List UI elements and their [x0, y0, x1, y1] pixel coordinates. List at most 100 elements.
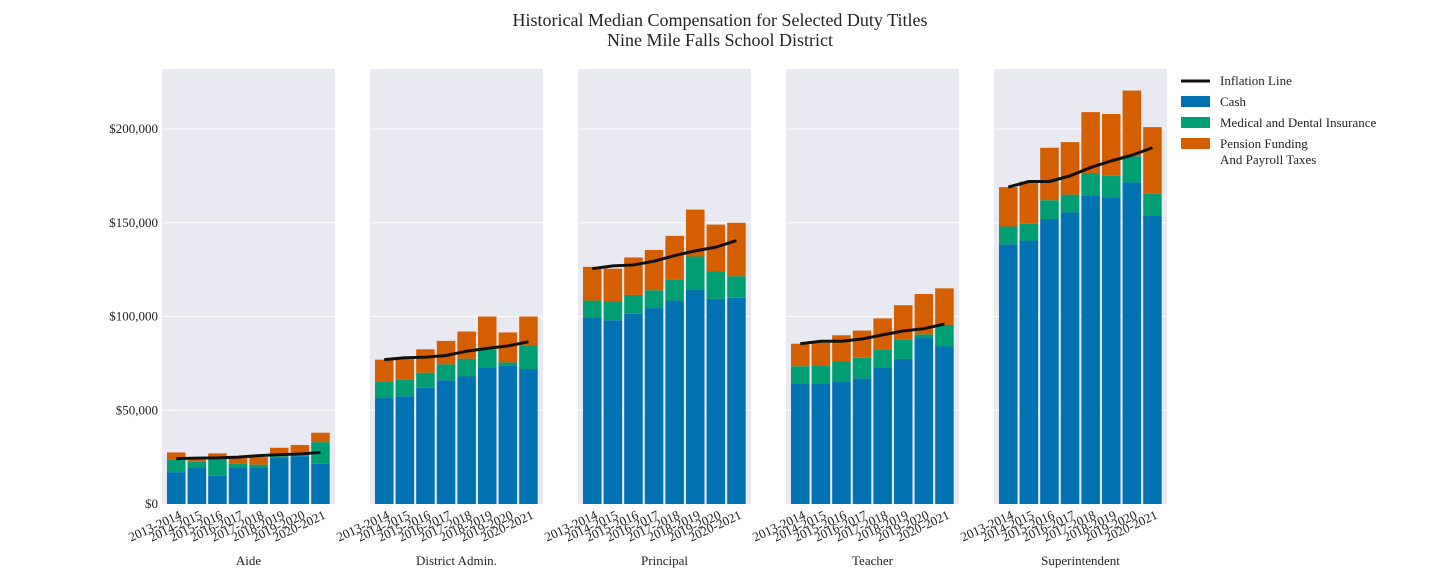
bar-medical: [1060, 194, 1080, 213]
y-tick-label: $150,000: [109, 215, 158, 230]
bar-cash: [249, 467, 268, 504]
bar-pension: [603, 268, 623, 302]
bar-medical: [1122, 156, 1142, 183]
bar-cash: [894, 358, 913, 504]
bar-cash: [914, 338, 934, 504]
bar-medical: [811, 365, 831, 384]
bar-pension: [583, 266, 602, 301]
bar-cash: [416, 387, 435, 504]
bar-cash: [1102, 197, 1121, 504]
bar-medical: [436, 364, 456, 381]
bar-cash: [706, 298, 726, 504]
bar-cash: [686, 289, 705, 504]
bar-cash: [187, 467, 207, 504]
bar-cash: [1143, 215, 1162, 504]
bar-pension: [1060, 142, 1080, 195]
legend-item-cash: Cash: [1181, 94, 1247, 109]
bar-medical: [1019, 223, 1039, 241]
bar-cash: [999, 244, 1018, 504]
bar-pension: [167, 452, 186, 460]
bar-cash: [436, 380, 456, 504]
legend-label: Cash: [1220, 94, 1247, 109]
bar-cash: [290, 456, 310, 504]
bar-pension: [665, 235, 684, 280]
bar-pension: [1081, 112, 1100, 174]
bar-medical: [1040, 200, 1059, 219]
bar-medical: [999, 226, 1018, 245]
bar-medical: [228, 463, 248, 468]
bar-pension: [999, 187, 1018, 227]
bar-cash: [873, 367, 892, 504]
bar-pension: [686, 209, 705, 257]
bar-pension: [311, 432, 330, 443]
bar-medical: [416, 372, 435, 388]
bar-cash: [832, 381, 851, 504]
bar-pension: [624, 257, 643, 295]
bar-medical: [187, 461, 207, 468]
bar-cash: [167, 472, 186, 504]
bar-pension: [1102, 114, 1121, 176]
bar-medical: [1143, 193, 1162, 216]
bar-cash: [1060, 212, 1080, 504]
legend-item-inflation: Inflation Line: [1181, 73, 1292, 88]
bar-medical: [852, 357, 872, 379]
y-tick-label: $200,000: [109, 121, 158, 136]
inflation-line: [592, 239, 737, 271]
inflation-line: [384, 340, 529, 362]
bar-pension: [208, 453, 227, 459]
bar-pension: [395, 357, 415, 380]
bar-cash: [519, 369, 538, 504]
bar-cash: [727, 297, 746, 504]
panel-label: Aide: [236, 553, 262, 568]
bar-cash: [644, 308, 664, 504]
bar-cash: [395, 396, 415, 504]
bar-cash: [791, 384, 810, 504]
bar-medical: [791, 366, 810, 384]
legend-swatch: [1181, 96, 1210, 107]
legend-label: Inflation Line: [1220, 73, 1292, 88]
bar-medical: [727, 276, 746, 298]
bar-medical: [644, 290, 664, 309]
bar-cash: [935, 346, 954, 504]
bar-pension: [519, 316, 538, 346]
bar-medical: [873, 349, 892, 368]
legend-label: Pension Funding: [1220, 136, 1308, 151]
chart-subtitle: Nine Mile Falls School District: [607, 30, 833, 50]
bar-medical: [498, 362, 518, 366]
bar-cash: [811, 384, 831, 504]
panel: 2013-20142014-20152015-20162016-20172017…: [334, 69, 543, 568]
bar-medical: [478, 349, 497, 368]
bar-pension: [1143, 127, 1162, 194]
panel-label: Teacher: [852, 553, 894, 568]
bar-pension: [894, 305, 913, 340]
bar-medical: [665, 279, 684, 301]
bar-pension: [290, 444, 310, 455]
bar-medical: [1081, 173, 1100, 196]
bar-medical: [395, 379, 415, 397]
y-axis: $0 $50,000 $100,000 $150,000 $200,000: [109, 121, 158, 511]
bar-cash: [228, 467, 248, 504]
bar-medical: [624, 294, 643, 314]
bar-cash: [478, 367, 497, 504]
bar-medical: [583, 300, 602, 318]
bar-pension: [811, 342, 831, 366]
bar-medical: [1102, 175, 1121, 198]
bar-cash: [311, 463, 330, 504]
bar-pension: [375, 359, 394, 382]
legend-swatch: [1181, 138, 1210, 149]
y-tick-label: $0: [145, 496, 158, 511]
bar-pension: [644, 249, 664, 291]
bar-pension: [228, 458, 248, 464]
bar-medical: [457, 358, 476, 377]
bar-cash: [852, 378, 872, 504]
bar-cash: [603, 320, 623, 504]
bar-medical: [706, 271, 726, 299]
bar-medical: [167, 459, 186, 473]
panel-label: Superintendent: [1041, 553, 1120, 568]
bar-cash: [1081, 195, 1100, 504]
bar-medical: [519, 345, 538, 369]
bar-medical: [832, 361, 851, 382]
bar-cash: [624, 313, 643, 504]
